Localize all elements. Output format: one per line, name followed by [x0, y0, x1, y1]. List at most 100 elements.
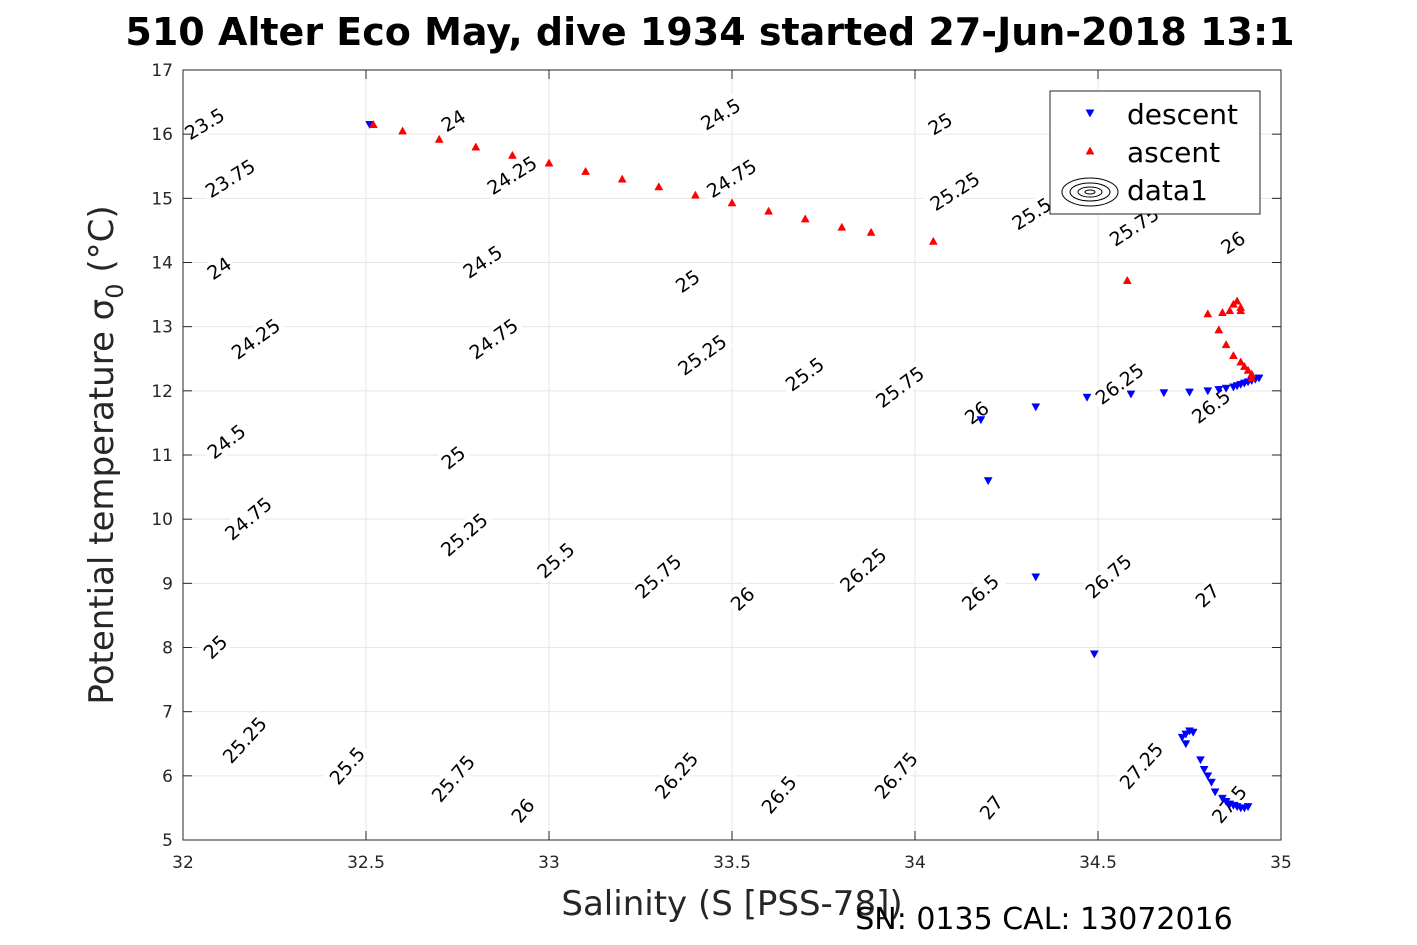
- y-axis-label: Potential temperature σ0 (°C): [82, 205, 129, 704]
- descent-point: [1126, 390, 1136, 399]
- descent-point: [1177, 733, 1187, 742]
- contour-label-halo: [923, 165, 987, 217]
- contour-label-halo: [724, 581, 761, 617]
- contour-label-halo: [648, 744, 705, 806]
- ascent-point: [1236, 357, 1246, 366]
- ascent-point: [1221, 340, 1231, 349]
- ascent-point: [434, 134, 444, 143]
- descent-point: [1254, 374, 1264, 383]
- legend: descent ascent data1: [1049, 90, 1261, 215]
- contour-label-halo: [199, 417, 253, 466]
- ascent-point: [866, 227, 876, 236]
- contour-label-halo: [754, 768, 804, 821]
- contour-label-halo: [954, 567, 1007, 618]
- contour-label-halo: [670, 327, 734, 382]
- ascent-point: [1225, 306, 1235, 315]
- descent-point: [983, 477, 993, 486]
- legend-contour-ring: [1069, 182, 1111, 202]
- x-tick-label: 35: [1270, 853, 1292, 873]
- contour-label-halo: [669, 263, 706, 298]
- contour-label-halo: [215, 709, 274, 770]
- descent-point: [1221, 384, 1231, 393]
- ascent-point: [1247, 373, 1257, 382]
- descent-point: [976, 416, 986, 425]
- descent-point: [1181, 730, 1191, 739]
- y-tick-label: 10: [151, 510, 173, 530]
- legend-ascent-marker: [1085, 146, 1095, 155]
- ascent-point: [471, 142, 481, 151]
- contour-label-halo: [867, 744, 925, 806]
- y-axis-label-subscript: 0: [101, 283, 129, 298]
- ascent-point: [727, 198, 737, 207]
- y-tick-label: 16: [151, 125, 173, 145]
- y-tick-label: 6: [162, 767, 173, 787]
- contour-label-halo: [201, 251, 237, 286]
- ascent-point: [1228, 351, 1238, 359]
- contour-label-halo: [973, 789, 1009, 826]
- y-tick-label: 5: [162, 831, 173, 851]
- x-tick-label: 32: [172, 853, 194, 873]
- ascent-point: [1236, 306, 1246, 315]
- contour-label-halo: [322, 739, 372, 792]
- descent-point: [1214, 386, 1224, 395]
- x-tick-label: 33: [538, 853, 560, 873]
- contour-label-halo: [777, 350, 832, 398]
- y-tick-label: 12: [151, 382, 173, 402]
- contour-label-halo: [868, 359, 931, 414]
- ascent-point: [1203, 309, 1213, 318]
- contour-label-halo: [480, 149, 544, 201]
- ascent-point: [1239, 361, 1249, 370]
- contour-label-halo: [435, 103, 471, 138]
- legend-items: descent ascent data1: [1061, 98, 1238, 207]
- y-tick-label: 13: [151, 318, 173, 338]
- descent-point: [1185, 388, 1194, 397]
- descent-point: [1243, 803, 1253, 812]
- legend-box: [1049, 90, 1261, 215]
- ascent-point: [507, 150, 517, 159]
- contour-label-halo: [435, 440, 471, 475]
- descent-point: [1203, 772, 1213, 781]
- contour-label-halo: [217, 490, 279, 547]
- ascent-point: [654, 182, 664, 191]
- contour-label-halo: [693, 91, 748, 137]
- y-tick-label: 7: [162, 703, 173, 723]
- contour-label-halo: [177, 101, 232, 147]
- legend-ascent-label: ascent: [1127, 136, 1220, 169]
- contour-label-halo: [462, 311, 525, 366]
- legend-descent-label: descent: [1127, 98, 1238, 131]
- contour-label-halo: [1184, 382, 1238, 431]
- chart-title: 510 Alter Eco May, dive 1934 started 27-…: [125, 10, 1294, 54]
- descent-point: [1089, 650, 1099, 659]
- contour-label-halo: [1078, 547, 1139, 605]
- descent-point: [1181, 740, 1191, 749]
- y-tick-label: 17: [151, 61, 173, 81]
- ascent-point: [1218, 308, 1227, 316]
- ascent-point: [581, 166, 591, 175]
- ascent-point: [690, 190, 700, 199]
- y-tick-label: 9: [162, 574, 173, 594]
- contour-label-halo: [1189, 577, 1225, 614]
- y-tick-label: 11: [151, 446, 173, 466]
- ascent-point: [1214, 325, 1224, 334]
- data-series: [365, 120, 1264, 813]
- contour-label-halo: [922, 106, 958, 141]
- ascent-point: [1122, 275, 1132, 284]
- contour-label-halo: [505, 792, 541, 829]
- contour-label-halo: [455, 238, 510, 285]
- contour-label-halo: [198, 152, 262, 204]
- y-tick-label: 8: [162, 639, 173, 659]
- descent-point: [1207, 778, 1216, 787]
- contour-label-halo: [529, 535, 582, 585]
- descent-point: [1199, 765, 1209, 774]
- x-tick-label: 34.5: [1079, 853, 1117, 873]
- contour-label-halo: [833, 541, 894, 599]
- legend-data1-label: data1: [1127, 174, 1208, 207]
- y-tick-label: 14: [151, 254, 173, 274]
- contour-label-halo: [699, 152, 764, 204]
- legend-descent-marker: [1085, 109, 1095, 118]
- y-axis-label-unit: (°C): [82, 205, 122, 283]
- x-tick-label: 33.5: [713, 853, 751, 873]
- ascent-point: [544, 158, 554, 167]
- legend-contour-ring: [1061, 177, 1119, 207]
